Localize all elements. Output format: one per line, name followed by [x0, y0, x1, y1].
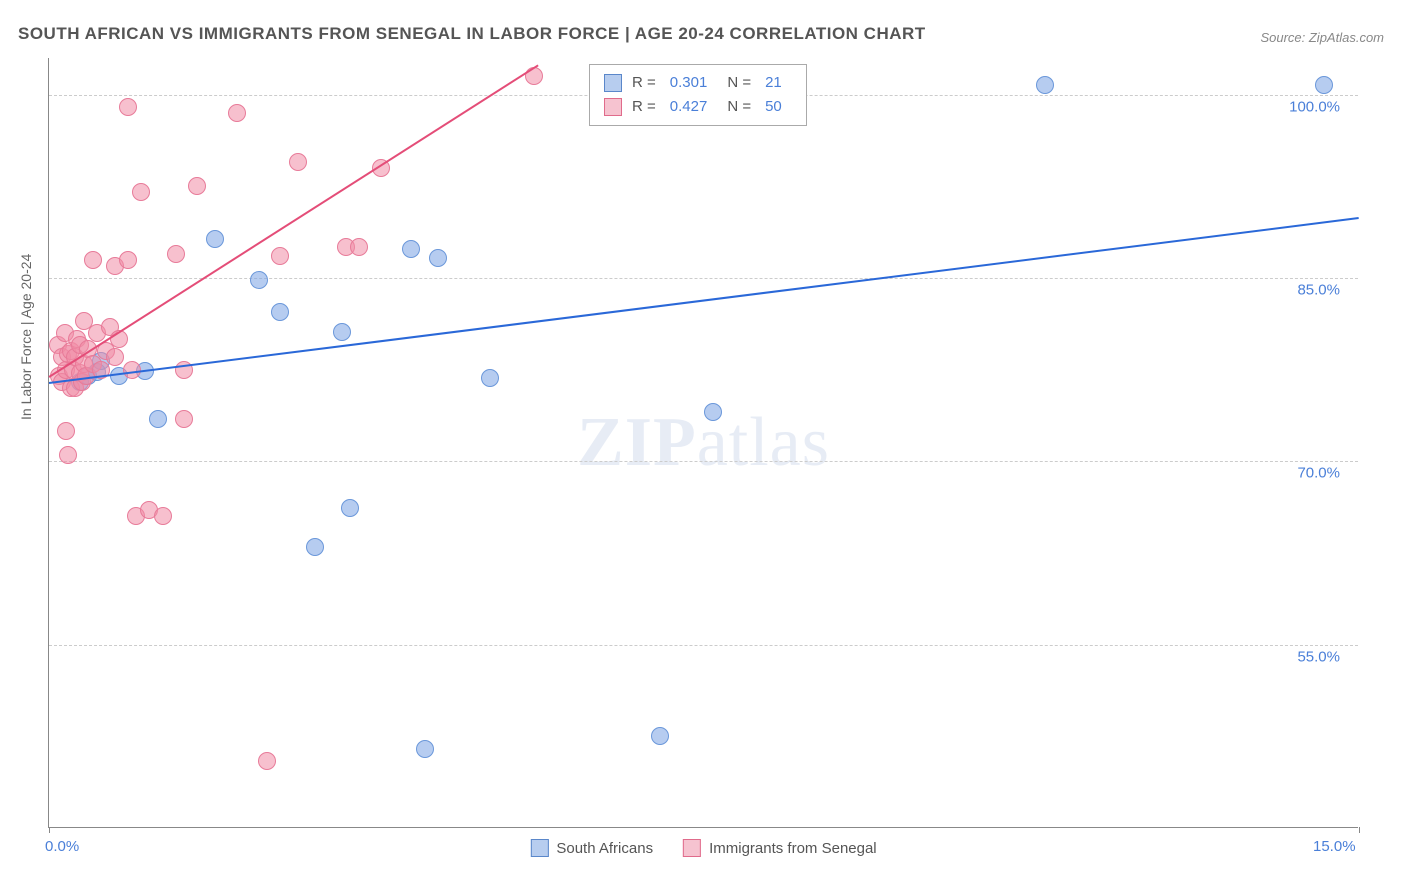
y-tick-label: 100.0%	[1289, 98, 1340, 115]
series-legend-item: Immigrants from Senegal	[683, 839, 877, 857]
scatter-point	[271, 247, 289, 265]
legend-r-prefix: R =	[632, 95, 656, 119]
legend-swatch	[683, 839, 701, 857]
y-tick-label: 70.0%	[1297, 465, 1340, 482]
legend-n-prefix: N =	[727, 95, 751, 119]
scatter-point	[250, 271, 268, 289]
legend-n-value: 21	[765, 71, 782, 95]
legend-swatch	[530, 839, 548, 857]
y-axis-label: In Labor Force | Age 20-24	[18, 254, 34, 420]
x-tick-label: 0.0%	[45, 838, 79, 855]
x-tick-label: 15.0%	[1313, 838, 1356, 855]
legend-row: R = 0.427 N = 50	[604, 95, 792, 119]
source-attribution: Source: ZipAtlas.com	[1260, 30, 1384, 45]
scatter-point	[341, 499, 359, 517]
scatter-point	[228, 104, 246, 122]
scatter-point	[84, 251, 102, 269]
series-legend-label: Immigrants from Senegal	[709, 840, 877, 857]
scatter-point	[119, 251, 137, 269]
scatter-point	[106, 348, 124, 366]
x-tick-mark	[1359, 827, 1360, 833]
legend-row: R = 0.301 N = 21	[604, 71, 792, 95]
gridline	[49, 645, 1358, 646]
scatter-point	[149, 410, 167, 428]
scatter-point	[175, 410, 193, 428]
chart-title: SOUTH AFRICAN VS IMMIGRANTS FROM SENEGAL…	[18, 24, 926, 44]
x-tick-mark	[49, 827, 50, 833]
series-legend-label: South Africans	[556, 840, 653, 857]
legend-n-value: 50	[765, 95, 782, 119]
legend-swatch	[604, 74, 622, 92]
scatter-point	[289, 153, 307, 171]
legend-r-value: 0.427	[670, 95, 708, 119]
scatter-point	[59, 446, 77, 464]
scatter-point	[350, 238, 368, 256]
correlation-legend: R = 0.301 N = 21 R = 0.427 N = 50	[589, 64, 807, 126]
scatter-point	[188, 177, 206, 195]
y-tick-label: 85.0%	[1297, 282, 1340, 299]
scatter-point	[167, 245, 185, 263]
scatter-point	[206, 230, 224, 248]
legend-swatch	[604, 98, 622, 116]
y-tick-label: 55.0%	[1297, 648, 1340, 665]
scatter-point	[132, 183, 150, 201]
gridline	[49, 278, 1358, 279]
scatter-point	[271, 303, 289, 321]
series-legend-item: South Africans	[530, 839, 653, 857]
scatter-point	[306, 538, 324, 556]
scatter-point	[651, 727, 669, 745]
gridline	[49, 461, 1358, 462]
plot-area: ZIPatlas 55.0%70.0%85.0%100.0%0.0%15.0%R…	[48, 58, 1358, 828]
watermark-zip: ZIP	[577, 404, 697, 481]
legend-r-value: 0.301	[670, 71, 708, 95]
scatter-point	[429, 249, 447, 267]
scatter-point	[333, 323, 351, 341]
series-legend: South Africans Immigrants from Senegal	[530, 839, 876, 857]
scatter-point	[402, 240, 420, 258]
scatter-point	[481, 369, 499, 387]
scatter-point	[1315, 76, 1333, 94]
scatter-point	[258, 752, 276, 770]
scatter-point	[1036, 76, 1054, 94]
legend-r-prefix: R =	[632, 71, 656, 95]
scatter-point	[704, 403, 722, 421]
scatter-point	[416, 740, 434, 758]
scatter-point	[57, 422, 75, 440]
scatter-point	[119, 98, 137, 116]
trend-line	[49, 217, 1359, 384]
scatter-point	[154, 507, 172, 525]
legend-n-prefix: N =	[727, 71, 751, 95]
